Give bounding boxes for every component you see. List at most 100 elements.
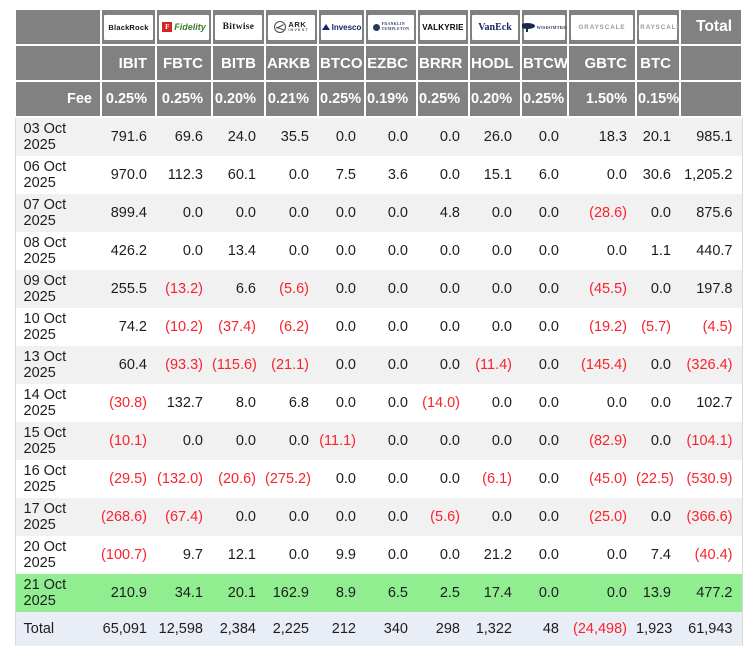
flow-value-cell: 30.6 [642, 167, 671, 183]
flow-value-cell: 0.0 [538, 471, 559, 487]
flow-value-cell: (100.7) [101, 547, 147, 563]
flow-value-cell: 0.0 [469, 498, 521, 536]
flow-value-cell: (145.4) [568, 346, 636, 384]
invesco-triangle-icon [321, 24, 330, 30]
franklin-head-icon [372, 23, 380, 31]
column-total-cell: 340 [365, 612, 417, 646]
flow-value-cell: 0.0 [387, 395, 408, 411]
table-body: 03 Oct 2025 791.6 69.6 24.0 35.5 0.0 0.0 0.0 26.… [14, 117, 743, 646]
provider-logo-row: BlackRock F Fidelity Bitwise ARK INVEST Invesc… [14, 8, 743, 46]
flow-value-cell: 4.8 [417, 194, 469, 232]
row-total-cell: (4.5) [680, 308, 743, 346]
flow-value-cell: 0.0 [335, 243, 356, 259]
flow-value-cell: 18.3 [568, 117, 636, 156]
row-total-cell: 477.2 [680, 574, 743, 612]
column-total-cell: 212 [318, 612, 365, 646]
flow-value-cell: 0.0 [387, 547, 408, 563]
flow-value-cell: 0.0 [538, 395, 559, 411]
flow-value-cell: 7.5 [335, 167, 356, 183]
table-header: BlackRock F Fidelity Bitwise ARK INVEST Invesc… [14, 8, 743, 118]
flow-value-cell: 0.0 [417, 422, 469, 460]
fee-ibit: 0.25% [100, 80, 157, 118]
provider-cell-btco: Invesco [317, 8, 366, 46]
flow-value-cell: 0.0 [469, 422, 521, 460]
flow-value-cell: 0.0 [521, 194, 568, 232]
flow-value-cell: 0.0 [439, 243, 460, 259]
column-total-cell: (24,498) [568, 612, 636, 646]
ark-circle-icon [274, 21, 287, 33]
ark-logo-text-bottom: INVEST [288, 27, 309, 32]
flow-value-cell: (6.1) [482, 471, 512, 487]
row-total-cell: (326.4) [680, 346, 743, 384]
flow-value-cell: 0.0 [417, 346, 469, 384]
flow-value-cell: 0.0 [636, 270, 680, 308]
provider-cell-ibit: BlackRock [100, 8, 157, 46]
flow-value-cell: 0.0 [636, 194, 680, 232]
flow-value-cell: 0.0 [521, 574, 568, 612]
franklin-logo-line: FRANKLIN [381, 22, 406, 27]
ticker-ibit: IBIT [100, 44, 157, 82]
flow-value-cell: 0.0 [288, 243, 309, 259]
total-row: Total 65,091 12,598 2,384 2,225 212 340 298 1,32… [14, 612, 743, 646]
flow-row: 13 Oct 2025 60.4 (93.3) (115.6) (21.1) 0.0 0.0… [14, 346, 743, 384]
flow-value-cell: 0.0 [491, 319, 512, 335]
flow-value-cell: (10.1) [101, 422, 156, 460]
flow-value-cell: 8.0 [235, 395, 256, 411]
fee-hodl: 0.20% [468, 80, 522, 118]
flow-value-cell: 60.4 [101, 346, 156, 384]
flow-value-cell: 0.0 [568, 574, 636, 612]
date-cell: 06 Oct 2025 [14, 156, 101, 194]
flow-row: 21 Oct 2025 210.9 34.1 20.1 162.9 8.9 6.5 2.5 17… [14, 574, 743, 612]
grayscale-logo-text: GRAYSCALE [578, 23, 626, 31]
flow-value-cell: 0.0 [335, 471, 356, 487]
flow-value-cell: 0.0 [538, 319, 559, 335]
flow-value-cell: (6.2) [279, 319, 309, 335]
flow-value-cell: (30.8) [109, 395, 147, 411]
flow-value-cell: 0.0 [318, 117, 365, 156]
flow-value-cell: (132.0) [157, 471, 203, 487]
fee-ezbc: 0.19% [364, 80, 418, 118]
column-total-cell: 1,923 [636, 612, 680, 646]
flow-value-cell: 3.6 [387, 167, 408, 183]
row-total-cell: 197.8 [680, 270, 743, 308]
date-cell: 13 Oct 2025 [14, 346, 101, 384]
fee-btco: 0.25% [317, 80, 366, 118]
wisdomtree-logo-text: WISDOMTREE [536, 24, 568, 30]
flow-value-cell: 791.6 [101, 117, 156, 156]
flow-value-cell: (5.6) [417, 498, 469, 536]
flow-value-cell: 0.0 [318, 346, 365, 384]
flow-value-cell: (20.6) [218, 471, 256, 487]
flow-value-cell: 0.0 [606, 395, 627, 411]
column-total-cell: 65,091 [101, 612, 156, 646]
flow-value-cell: 0.0 [606, 547, 627, 563]
grayscale-logo-text: GRAYSCALE [636, 23, 680, 31]
flow-value-cell: (37.4) [218, 319, 256, 335]
flow-value-cell: 20.1 [636, 117, 680, 156]
provider-cell-hodl: VanEck [468, 8, 522, 46]
column-total-cell: 1,322 [469, 612, 521, 646]
flow-value-cell: (275.2) [265, 471, 311, 487]
provider-logo-gbtc: GRAYSCALE [571, 14, 633, 40]
flow-value-cell: 0.0 [491, 395, 512, 411]
flow-value-cell: 0.0 [636, 422, 680, 460]
flow-value-cell: 0.0 [156, 422, 212, 460]
provider-logo-brrr: VALKYRIE [420, 14, 466, 40]
flow-value-cell: 6.5 [365, 574, 417, 612]
date-cell: 07 Oct 2025 [14, 194, 101, 232]
flow-value-cell: 6.8 [288, 395, 309, 411]
flow-row: 10 Oct 2025 74.2 (10.2) (37.4) (6.2) 0.0 0.0 0.… [14, 308, 743, 346]
flow-value-cell: 0.0 [335, 319, 356, 335]
total-column-header: Total [679, 8, 743, 46]
provider-logo-ezbc: FRANKLIN TEMPLETON [368, 14, 414, 40]
fee-bitb: 0.20% [211, 80, 266, 118]
flow-value-cell: (82.9) [568, 422, 636, 460]
ticker-btcw: BTCW [520, 44, 569, 82]
fee-btc: 0.15% [635, 80, 681, 118]
flow-value-cell: 255.5 [101, 270, 156, 308]
provider-logo-fbtc: F Fidelity [159, 14, 209, 40]
flow-value-cell: (28.6) [568, 194, 636, 232]
flow-value-cell: 60.1 [227, 167, 256, 183]
franklin-logo-line: TEMPLETON [381, 27, 410, 31]
flow-value-cell: 0.0 [318, 498, 365, 536]
